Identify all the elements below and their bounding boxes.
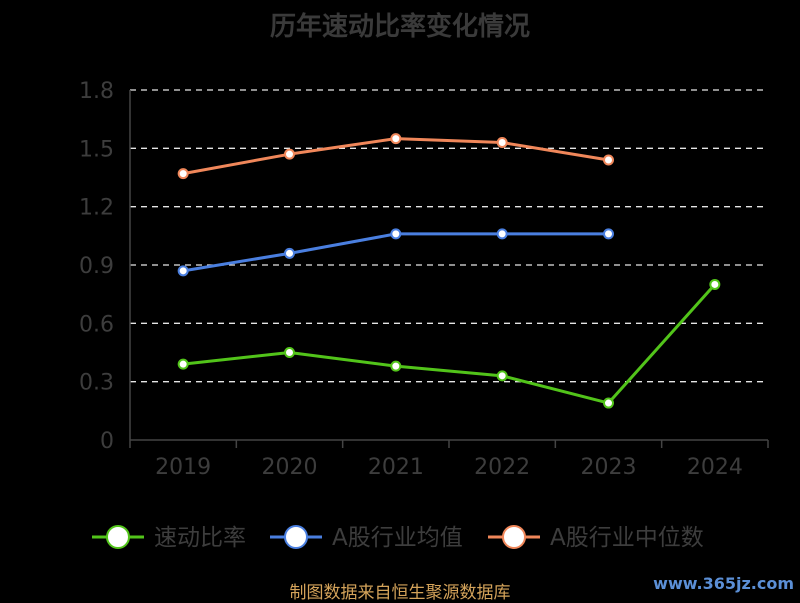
grid-lines: [130, 89, 768, 383]
data-source-note: 制图数据来自恒生聚源数据库: [289, 583, 511, 603]
data-point[interactable]: [709, 278, 721, 290]
x-tick-label: 2024: [687, 455, 743, 480]
x-tick-label: 2020: [262, 455, 318, 480]
data-point[interactable]: [390, 360, 402, 372]
data-point[interactable]: [390, 228, 402, 240]
y-tick-label: 1.8: [79, 79, 114, 104]
x-tick-label: 2021: [368, 455, 424, 480]
legend-item-1[interactable]: A股行业均值: [270, 525, 463, 551]
x-tick-label: 2019: [155, 455, 211, 480]
y-tick-label: 0.6: [79, 312, 114, 337]
x-tick-label: 2023: [581, 455, 637, 480]
data-point[interactable]: [496, 228, 508, 240]
data-point[interactable]: [177, 265, 189, 277]
legend-item-0[interactable]: 速动比率: [92, 525, 246, 551]
series-line-0: [183, 283, 716, 405]
legend-item-2[interactable]: A股行业中位数: [488, 525, 704, 551]
axes: 0 0.3 0.6 0.9 1.2 1.5 1.8 2019 2020 2021 2022 2023 2…: [79, 79, 769, 480]
legend-label: 速动比率: [154, 525, 246, 551]
data-point[interactable]: [603, 154, 614, 166]
y-tick-label: 0: [100, 429, 114, 454]
data-point[interactable]: [603, 397, 614, 409]
legend-marker: [106, 525, 130, 549]
legend[interactable]: 速动比率 A股行业均值 A股行业中位数: [92, 525, 704, 551]
data-point[interactable]: [284, 148, 295, 160]
legend-marker: [284, 525, 308, 549]
data-point[interactable]: [284, 347, 295, 358]
data-point[interactable]: [390, 133, 402, 145]
data-point[interactable]: [603, 228, 614, 240]
y-tick-label: 0.9: [79, 254, 114, 279]
chart-title: 历年速动比率变化情况: [269, 12, 530, 42]
y-tick-label: 1.5: [79, 137, 114, 162]
x-tick-label: 2022: [474, 455, 530, 480]
data-point[interactable]: [496, 370, 508, 382]
data-point[interactable]: [177, 168, 189, 180]
data-point[interactable]: [177, 358, 189, 370]
y-tick-label: 1.2: [79, 196, 114, 221]
legend-label: A股行业中位数: [550, 525, 704, 551]
data-point[interactable]: [496, 137, 508, 148]
legend-label: A股行业均值: [332, 525, 463, 551]
data-point[interactable]: [284, 247, 295, 259]
watermark: www.365jz.com: [653, 574, 794, 593]
y-tick-label: 0.3: [79, 371, 114, 396]
legend-marker: [502, 525, 526, 549]
series-lines: [177, 133, 721, 409]
